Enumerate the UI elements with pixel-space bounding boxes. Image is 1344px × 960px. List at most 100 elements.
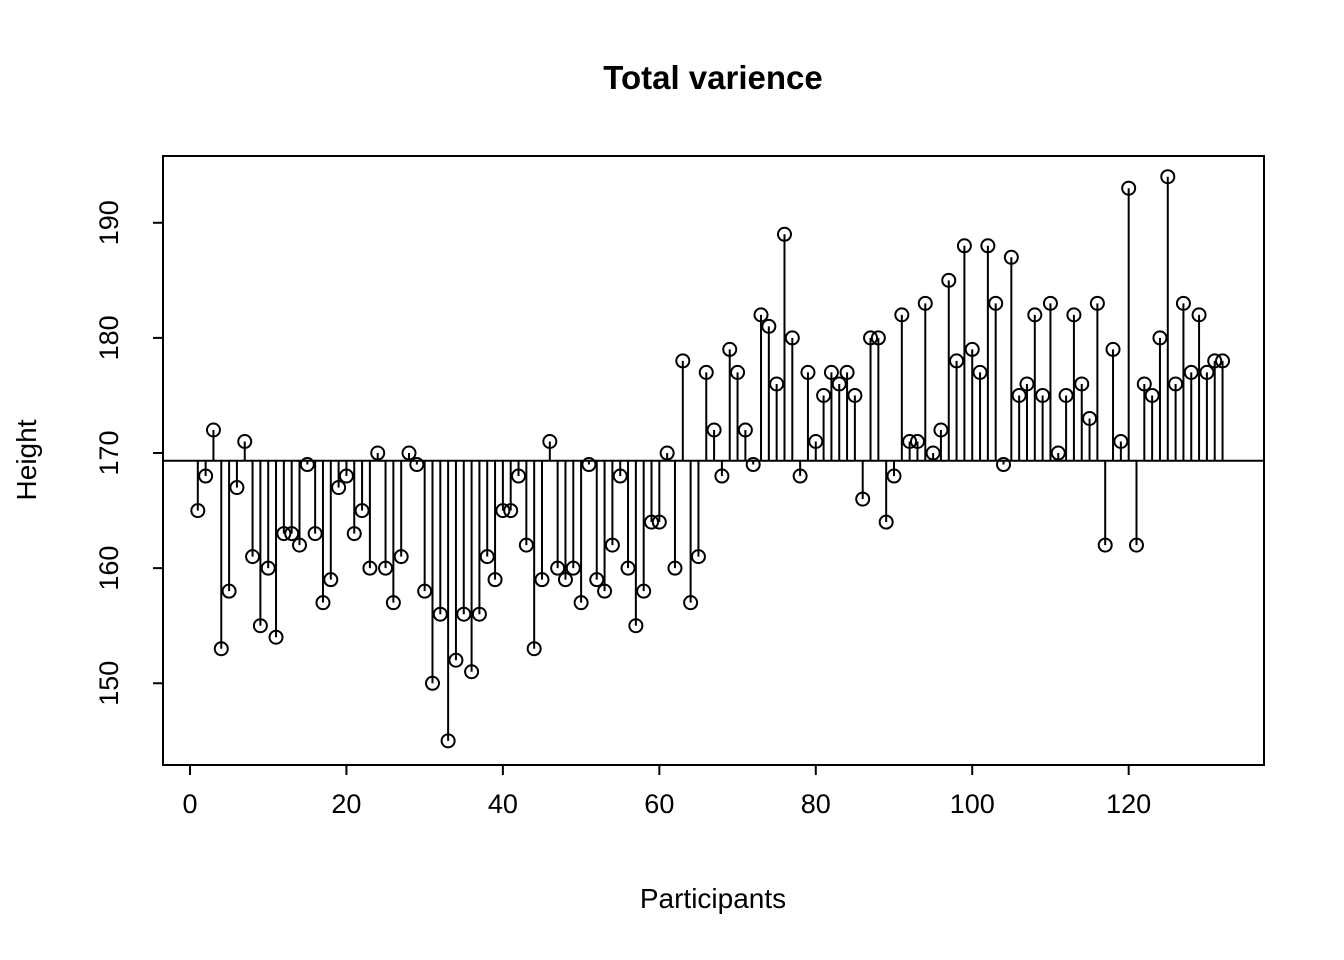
- data-point-circle: [1066, 307, 1082, 323]
- data-point-circle: [597, 583, 613, 599]
- y-tick-label: 170: [94, 430, 124, 475]
- data-point-circle: [925, 445, 941, 461]
- data-point-circle: [1136, 376, 1152, 392]
- data-point-circle: [753, 307, 769, 323]
- data-point-circle: [730, 364, 746, 380]
- data-point-circle: [737, 422, 753, 438]
- data-point-circle: [331, 480, 347, 496]
- x-tick-label: 120: [1106, 789, 1151, 819]
- data-point-circle: [260, 560, 276, 576]
- x-tick-label: 80: [801, 789, 831, 819]
- data-point-circle: [284, 526, 300, 542]
- data-point-circle: [878, 514, 894, 530]
- data-point-circle: [988, 295, 1004, 311]
- data-point-circle: [863, 330, 879, 346]
- data-point-circle: [205, 422, 221, 438]
- data-point-circle: [464, 664, 480, 680]
- x-tick-label: 60: [644, 789, 674, 819]
- data-point-circle: [268, 629, 284, 645]
- data-point-circle: [972, 364, 988, 380]
- data-point-circle: [612, 468, 628, 484]
- data-point-circle: [675, 353, 691, 369]
- data-point-circle: [503, 503, 519, 519]
- data-point-circle: [1121, 180, 1137, 196]
- data-point-circle: [714, 468, 730, 484]
- data-point-circle: [847, 387, 863, 403]
- data-point-circle: [792, 468, 808, 484]
- data-point-circle: [409, 457, 425, 473]
- data-point-circle: [198, 468, 214, 484]
- data-point-circle: [518, 537, 534, 553]
- data-point-circle: [1011, 387, 1027, 403]
- data-point-circle: [456, 606, 472, 622]
- data-point-circle: [346, 526, 362, 542]
- data-point-circle: [1175, 295, 1191, 311]
- data-point-circle: [636, 583, 652, 599]
- y-tick-label: 180: [94, 315, 124, 360]
- data-point-circle: [581, 457, 597, 473]
- data-point-circle: [307, 526, 323, 542]
- data-point-circle: [237, 434, 253, 450]
- x-tick-label: 40: [488, 789, 518, 819]
- data-point-circle: [839, 364, 855, 380]
- data-point-circle: [1042, 295, 1058, 311]
- data-point-circle: [542, 434, 558, 450]
- y-tick-label: 160: [94, 546, 124, 591]
- data-point-circle: [378, 560, 394, 576]
- data-point-circle: [1183, 364, 1199, 380]
- data-point-circle: [252, 618, 268, 634]
- data-point-circle: [816, 387, 832, 403]
- data-point-circle: [190, 503, 206, 519]
- x-tick-label: 0: [182, 789, 197, 819]
- data-point-circle: [690, 549, 706, 565]
- data-point-circle: [698, 364, 714, 380]
- data-point-circle: [534, 572, 550, 588]
- data-point-circle: [557, 572, 573, 588]
- data-point-circle: [229, 480, 245, 496]
- data-point-circle: [1215, 353, 1231, 369]
- data-point-circle: [956, 238, 972, 254]
- data-point-circle: [894, 307, 910, 323]
- data-point-circle: [659, 445, 675, 461]
- data-point-circle: [276, 526, 292, 542]
- data-point-circle: [315, 595, 331, 611]
- data-point-circle: [855, 491, 871, 507]
- data-point-circle: [424, 675, 440, 691]
- data-point-circle: [784, 330, 800, 346]
- data-point-circle: [565, 560, 581, 576]
- data-point-circle: [385, 595, 401, 611]
- data-point-circle: [1082, 410, 1098, 426]
- data-point-circle: [909, 434, 925, 450]
- data-point-circle: [495, 503, 511, 519]
- y-tick-label: 190: [94, 200, 124, 245]
- data-point-circle: [683, 595, 699, 611]
- data-point-circle: [471, 606, 487, 622]
- data-point-circle: [776, 226, 792, 242]
- data-point-circle: [902, 434, 918, 450]
- chart-title: Total varience: [603, 59, 822, 96]
- data-point-circle: [526, 641, 542, 657]
- data-point-circle: [417, 583, 433, 599]
- data-point-circle: [769, 376, 785, 392]
- data-point-circle: [1058, 387, 1074, 403]
- data-point-circle: [1089, 295, 1105, 311]
- data-point-circle: [1191, 307, 1207, 323]
- data-point-circle: [362, 560, 378, 576]
- data-point-circle: [448, 652, 464, 668]
- data-point-circle: [996, 457, 1012, 473]
- data-point-circle: [299, 457, 315, 473]
- data-point-circle: [440, 733, 456, 749]
- data-point-circle: [221, 583, 237, 599]
- data-point-circle: [1199, 364, 1215, 380]
- data-point-circle: [1097, 537, 1113, 553]
- data-point-circle: [761, 318, 777, 334]
- data-point-circle: [550, 560, 566, 576]
- data-point-circle: [823, 364, 839, 380]
- data-point-circle: [1105, 341, 1121, 357]
- data-point-circle: [706, 422, 722, 438]
- data-point-circle: [1160, 169, 1176, 185]
- data-point-circle: [667, 560, 683, 576]
- data-point-circle: [628, 618, 644, 634]
- data-point-circle: [1050, 445, 1066, 461]
